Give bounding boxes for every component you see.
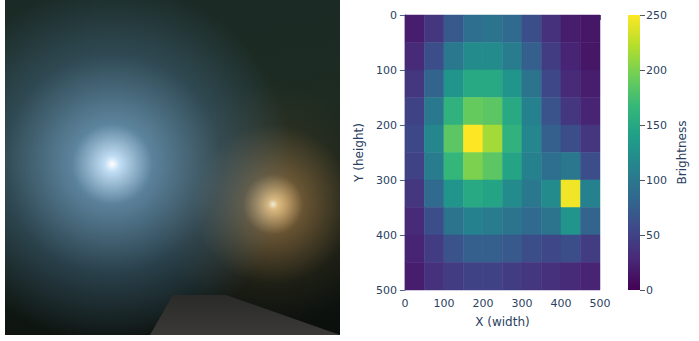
svg-text:0: 0	[646, 284, 653, 297]
svg-text:0: 0	[401, 297, 408, 310]
svg-text:300: 300	[511, 297, 532, 310]
svg-text:Y (height): Y (height)	[352, 123, 366, 183]
svg-text:400: 400	[550, 297, 571, 310]
svg-text:250: 250	[646, 9, 667, 22]
svg-text:150: 150	[646, 119, 667, 132]
svg-text:50: 50	[646, 229, 660, 242]
svg-text:100: 100	[646, 174, 667, 187]
svg-text:200: 200	[646, 64, 667, 77]
svg-text:500: 500	[376, 284, 397, 297]
svg-text:0: 0	[390, 9, 397, 22]
svg-text:200: 200	[472, 297, 493, 310]
svg-text:400: 400	[376, 229, 397, 242]
svg-text:500: 500	[590, 297, 611, 310]
svg-text:100: 100	[376, 64, 397, 77]
svg-text:300: 300	[376, 174, 397, 187]
svg-text:Brightness: Brightness	[675, 121, 689, 185]
svg-text:100: 100	[433, 297, 454, 310]
svg-text:200: 200	[376, 119, 397, 132]
svg-text:X (width): X (width)	[475, 315, 529, 329]
